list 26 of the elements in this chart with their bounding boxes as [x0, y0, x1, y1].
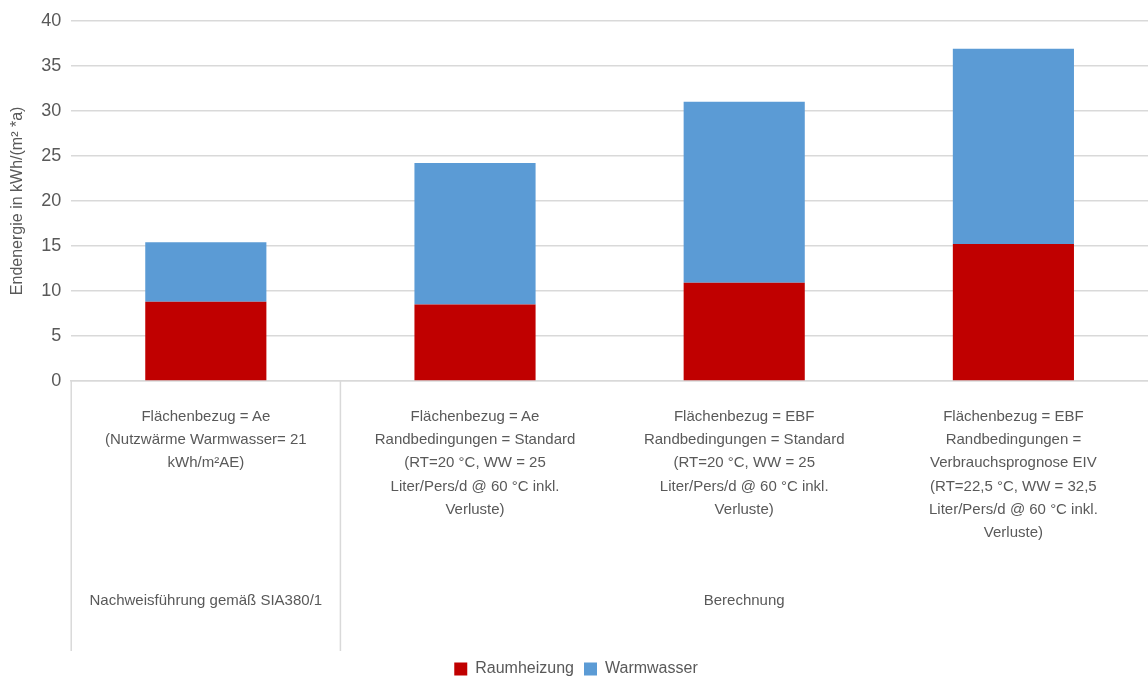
x-tick-label: Flächenbezug = Ae Randbedingungen = Standard (RT=20 °C, WW = 25 Liter/Pers/d @ 60 °C inkl. Verluste): [374, 406, 576, 517]
y-tick-label: 25: [41, 144, 62, 165]
bar: [145, 301, 267, 381]
text: Nachweisführung gemäß SIA380/1: [89, 590, 323, 608]
y-axis-title: Endenergie in kWh/(m² *a): [8, 106, 26, 296]
y-tick-label: 40: [41, 9, 62, 30]
bar: [683, 101, 805, 283]
y-tick-label: 15: [41, 234, 62, 255]
y-tick-label: 30: [41, 99, 62, 120]
y-tick-label: 5: [51, 324, 62, 345]
bar: [145, 242, 267, 302]
x-tick-label: Flächenbezug = EBF Randbedingungen = Verbrauchsprognose EIV (RT=22,5 °C, WW = 32,5 Liter/Pers/d @ 60 °C inkl. Verluste): [929, 406, 1098, 541]
bar: [952, 48, 1074, 245]
y-tick-label: 35: [41, 54, 62, 75]
legend-label: Raumheizung: [475, 659, 574, 677]
y-tick-label: 10: [41, 279, 62, 300]
bar: [414, 163, 536, 305]
x-tick-label: Flächenbezug = Ae (Nutzwärme Warmwasser= 21 kWh/m²AE): [105, 406, 307, 471]
y-tick-label: 20: [41, 189, 62, 210]
bar: [683, 282, 805, 381]
legend-label: Warmwasser: [604, 659, 699, 677]
bar: [952, 244, 1074, 381]
bar: [414, 304, 536, 381]
text: Berechnung: [703, 590, 785, 608]
x-tick-label: Flächenbezug = EBF Randbedingungen = Standard (RT=20 °C, WW = 25 Liter/Pers/d @ 60 °C inkl. Verluste): [643, 406, 845, 517]
y-tick-label: 0: [51, 369, 62, 390]
